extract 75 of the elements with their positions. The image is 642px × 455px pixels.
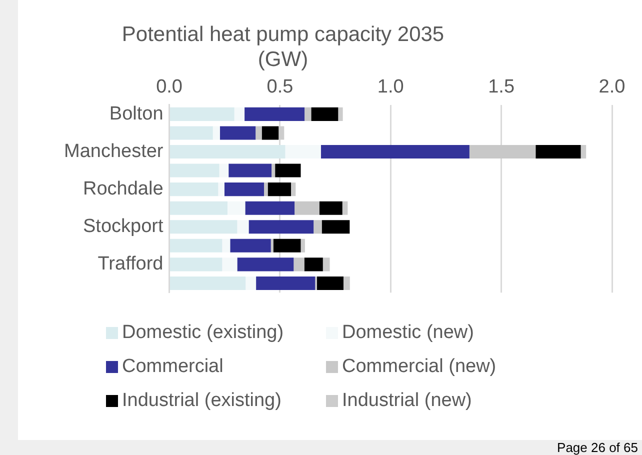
y-tick-label: Rochdale — [82, 178, 164, 200]
bar — [224, 182, 264, 196]
bar — [170, 258, 222, 272]
bar — [304, 107, 312, 121]
bar — [273, 238, 301, 252]
y-tick-label: Trafford — [98, 254, 164, 275]
bar — [222, 238, 230, 252]
bar — [262, 126, 279, 140]
bar — [234, 107, 245, 121]
bar — [275, 164, 301, 178]
bar — [338, 107, 343, 121]
x-tick-label: 2.0 — [598, 76, 626, 98]
bar — [536, 144, 581, 159]
x-tick-label: 0.5 — [266, 76, 294, 98]
bar — [220, 126, 256, 140]
bar — [170, 220, 238, 234]
chart-title: Potential heat pump capacity 2035 (GW) — [120, 22, 446, 72]
bar — [272, 164, 276, 178]
bar — [170, 182, 218, 196]
x-tick-label: 1.0 — [377, 76, 404, 98]
legend-label: Domestic (new) — [342, 322, 474, 344]
bar — [245, 201, 295, 215]
bar — [270, 238, 274, 252]
bar — [230, 238, 271, 252]
bar — [227, 201, 246, 215]
bar — [291, 182, 296, 196]
bar — [170, 107, 234, 121]
bar — [300, 238, 305, 252]
bar — [268, 182, 292, 196]
y-tick-label: Stockport — [83, 216, 164, 238]
bar — [320, 144, 470, 159]
bar — [170, 201, 228, 215]
bar — [237, 220, 249, 234]
bar — [580, 144, 586, 159]
text: Page 26 of 65 — [557, 440, 638, 455]
legend-label: Industrial (new) — [342, 390, 472, 412]
bar — [256, 126, 262, 140]
bar — [316, 276, 344, 290]
bar — [469, 144, 536, 159]
bar — [170, 144, 286, 159]
y-tick-label: Manchester — [64, 140, 164, 162]
bar — [248, 220, 314, 234]
bar — [343, 276, 350, 290]
bar — [212, 126, 220, 140]
bar — [278, 126, 284, 140]
bar — [170, 164, 220, 178]
bar — [314, 220, 322, 234]
bar — [294, 201, 320, 215]
bar — [322, 220, 350, 234]
bar — [285, 144, 321, 159]
bar — [170, 126, 213, 140]
bar — [322, 258, 330, 272]
legend-label: Industrial (existing) — [122, 390, 282, 412]
bar — [170, 238, 222, 252]
x-tick-label: 1.5 — [488, 76, 515, 98]
bar — [294, 258, 304, 272]
bar — [219, 164, 229, 178]
bar — [237, 258, 294, 272]
bar — [218, 182, 224, 196]
bar — [228, 164, 272, 178]
legend-label: Commercial (new) — [342, 356, 496, 378]
bar — [342, 201, 348, 215]
bar — [319, 201, 342, 215]
bar — [244, 107, 305, 121]
legend-label: Commercial — [122, 356, 224, 378]
bar — [264, 182, 268, 196]
bar — [256, 276, 316, 290]
x-tick-label: 0.0 — [156, 76, 182, 98]
bar — [304, 258, 323, 272]
legend-label: Domestic (existing) — [122, 322, 284, 344]
y-tick-label: Bolton — [109, 103, 164, 124]
bar — [246, 276, 256, 290]
bar — [311, 107, 338, 121]
bar — [170, 276, 246, 290]
bar — [222, 258, 238, 272]
